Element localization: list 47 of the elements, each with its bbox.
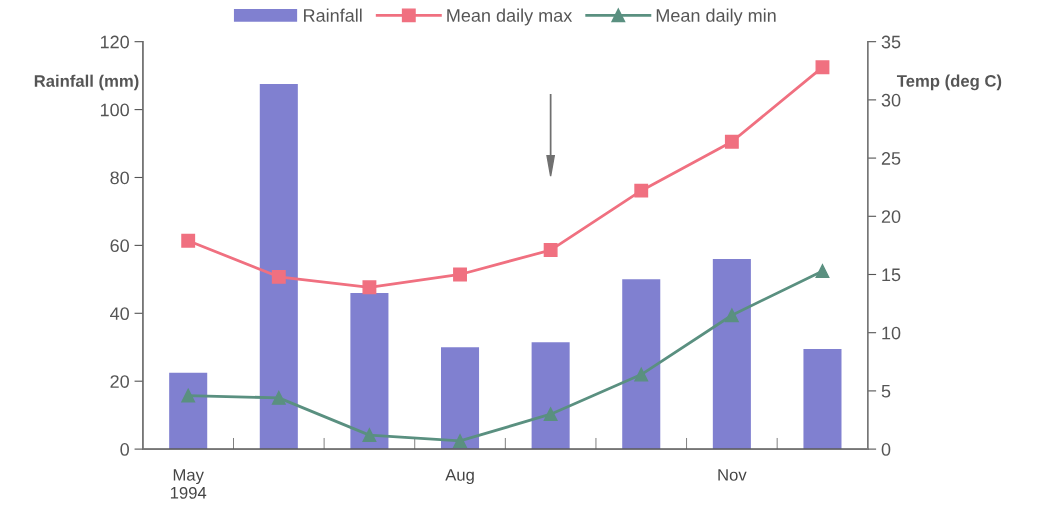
y2-tick-label: 25	[881, 152, 901, 165]
bar	[169, 372, 208, 450]
point	[724, 308, 739, 323]
point	[362, 428, 377, 443]
y-tick-label: 120	[100, 35, 129, 49]
point	[815, 264, 830, 278]
y2-tick-label: 10	[882, 326, 901, 340]
y-tick-label: 40	[110, 307, 129, 321]
y-tick-label: 100	[100, 103, 129, 117]
legend-label: Mean daily min	[656, 8, 776, 26]
y-axis-title: Rainfall (mm)	[34, 74, 139, 91]
point	[815, 60, 830, 75]
point	[181, 233, 196, 248]
point	[362, 280, 377, 295]
y-tick-label: 0	[120, 443, 129, 456]
point	[453, 434, 467, 448]
point	[271, 269, 286, 284]
x-tick-label: Aug	[445, 469, 474, 485]
y2-tick-label: 5	[881, 385, 891, 398]
y2-tick-label: 30	[881, 93, 901, 107]
point	[181, 388, 196, 403]
x-tick-label: May 1994	[170, 469, 207, 499]
point	[543, 407, 558, 422]
x-tick-label: Nov	[718, 469, 747, 481]
bar	[259, 84, 298, 450]
y-tick-label: 80	[110, 171, 129, 185]
legend-label: Mean daily max	[447, 8, 573, 26]
bar	[803, 348, 842, 450]
legend-label: Rainfall	[304, 8, 362, 22]
y2-tick-label: 0	[881, 443, 891, 456]
y-tick-label: 60	[110, 239, 129, 253]
point	[724, 134, 739, 149]
bar	[350, 292, 389, 450]
bar	[441, 347, 480, 450]
y-tick-label: 20	[110, 375, 129, 388]
point	[543, 243, 558, 257]
bar	[622, 279, 661, 450]
y2-tick-label: 35	[881, 35, 901, 49]
bar	[531, 342, 570, 450]
point	[634, 367, 649, 382]
y2-tick-label: 15	[882, 268, 901, 282]
y2-axis-title: Temp (deg C)	[896, 74, 1002, 91]
point	[271, 390, 286, 405]
point	[634, 183, 649, 198]
bar	[712, 258, 751, 450]
y2-tick-label: 20	[881, 210, 901, 224]
point	[453, 267, 467, 282]
